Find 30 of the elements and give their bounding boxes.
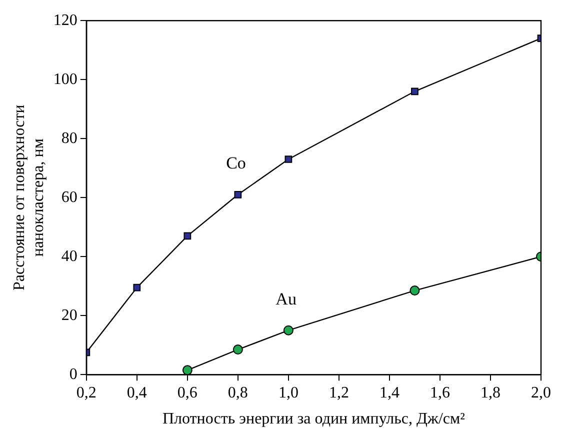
point: [283, 325, 294, 336]
y-tick-label: 80: [61, 130, 78, 147]
x-tick-label: 1,4: [379, 384, 400, 402]
point: [182, 365, 192, 375]
x-tick-label: 1,6: [430, 384, 450, 402]
x-tick-label: 2,0: [531, 384, 551, 402]
point: [133, 284, 141, 292]
y-tick-label: 120: [53, 12, 78, 29]
x-tick-label: 0,8: [228, 384, 248, 402]
y-tick-label: 100: [53, 70, 78, 88]
y-tick-label: 40: [61, 248, 78, 265]
x-tick-label: 0,4: [126, 384, 147, 402]
point: [232, 344, 243, 355]
series-label: Co: [226, 154, 246, 173]
y-axis-title: Расстояние от поверхности нанокластера, нм: [10, 104, 48, 290]
x-axis-title: Плотность энергии за один импульс, Дж/см²: [162, 410, 466, 428]
x-tick-label: 0,2: [76, 384, 96, 402]
point: [410, 286, 420, 296]
series-label: Au: [276, 289, 297, 308]
x-tick-label: 1,8: [480, 384, 500, 402]
point: [411, 88, 418, 96]
y-tick-label: 20: [61, 306, 78, 324]
y-tick-label: 0: [69, 366, 78, 383]
y-tick-label: 60: [61, 188, 78, 206]
x-tick-label: 0,6: [177, 384, 198, 402]
x-tick-label: 1,2: [328, 384, 349, 402]
point: [184, 232, 192, 240]
x-tick-label: 1,0: [278, 384, 298, 402]
point: [234, 190, 242, 198]
point: [284, 156, 292, 163]
